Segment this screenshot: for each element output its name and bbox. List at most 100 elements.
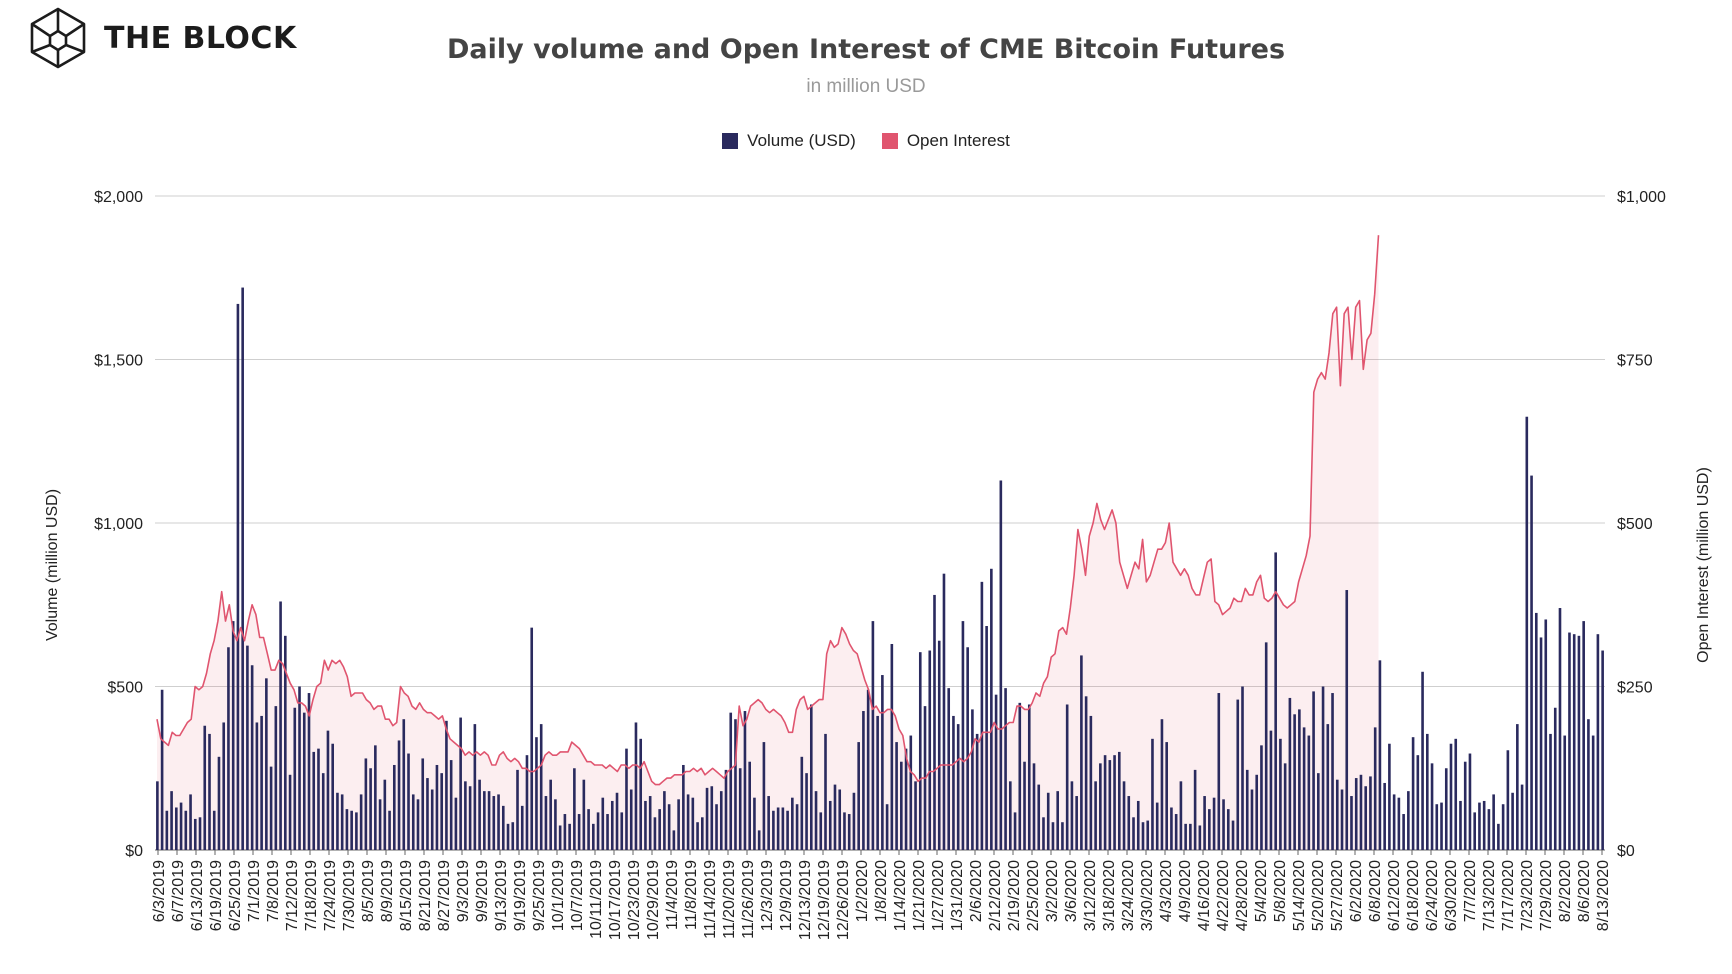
volume-bar [1260, 745, 1263, 850]
x-tick-label: 8/21/2019 [417, 860, 434, 931]
volume-bar [980, 581, 984, 850]
volume-bar [838, 789, 842, 850]
volume-bar [1056, 791, 1059, 850]
x-tick-label: 4/16/2020 [1196, 860, 1213, 931]
x-tick-label: 2/6/2020 [968, 860, 985, 922]
volume-bar [1572, 634, 1576, 850]
volume-bar [971, 709, 974, 850]
volume-bar [639, 738, 643, 850]
volume-bar [682, 764, 685, 850]
volume-bar [1497, 823, 1500, 850]
volume-bar [1146, 820, 1150, 850]
volume-bar [426, 778, 429, 850]
x-tick-label: 6/3/2019 [151, 860, 168, 922]
x-tick-label: 7/30/2019 [341, 860, 358, 931]
y-tick-left: $500 [107, 680, 143, 697]
volume-bar [1326, 724, 1330, 850]
volume-bar [1534, 612, 1538, 850]
volume-bar [895, 742, 898, 850]
volume-bar [881, 675, 884, 850]
x-tick-label: 6/25/2019 [227, 860, 244, 931]
volume-bar [1577, 635, 1581, 850]
volume-bar [227, 647, 230, 850]
volume-bar [1335, 779, 1339, 850]
volume-bar [762, 742, 766, 850]
volume-bar [1411, 737, 1415, 850]
volume-bar [1250, 789, 1254, 850]
volume-bar [1274, 552, 1277, 850]
volume-bar [866, 689, 870, 850]
volume-bar [1136, 800, 1140, 850]
open-interest-fill [157, 235, 1379, 850]
volume-bar [795, 804, 799, 850]
volume-bar [411, 794, 415, 850]
volume-bar [1373, 727, 1377, 851]
volume-bar [985, 626, 988, 850]
volume-bar [1226, 809, 1230, 851]
volume-bar [1321, 686, 1325, 850]
volume-bar [487, 791, 491, 850]
volume-bar [937, 640, 941, 850]
volume-bar [601, 797, 605, 850]
x-tick-label: 8/27/2019 [436, 860, 453, 931]
volume-bar [1487, 809, 1491, 851]
x-tick-label: 10/17/2019 [607, 860, 624, 940]
volume-bar [573, 768, 576, 850]
volume-bar [824, 733, 827, 850]
volume-bar [1231, 820, 1235, 850]
volume-bar [1288, 697, 1292, 850]
x-tick-label: 7/18/2019 [303, 860, 320, 931]
volume-bar [397, 740, 401, 850]
legend-item-open-interest[interactable]: Open Interest [881, 131, 1010, 151]
volume-bar [1113, 755, 1116, 850]
volume-bar [1155, 802, 1159, 850]
volume-bar [501, 805, 505, 850]
x-tick-label: 5/27/2020 [1329, 860, 1346, 931]
x-tick-label: 4/3/2020 [1158, 860, 1175, 922]
x-tick-label: 11/20/2019 [721, 860, 738, 939]
volume-bar [1117, 751, 1121, 850]
volume-bar [615, 792, 619, 850]
volume-bar [175, 807, 178, 850]
volume-bar [667, 804, 671, 850]
volume-bar [179, 802, 183, 850]
volume-bar [326, 730, 330, 850]
x-tick-label: 2/12/2020 [987, 860, 1004, 931]
x-tick-label: 3/12/2020 [1082, 860, 1099, 931]
volume-bar [757, 830, 761, 850]
volume-bar [734, 719, 737, 850]
volume-bar [1122, 781, 1126, 850]
legend-item-volume[interactable]: Volume (USD) [722, 131, 856, 151]
volume-bar [1042, 817, 1045, 850]
volume-bar [1563, 735, 1567, 850]
y-tick-left: $0 [125, 843, 143, 860]
volume-bar [1103, 755, 1107, 850]
x-tick-label: 5/8/2020 [1272, 860, 1289, 922]
x-tick-label: 6/19/2019 [208, 860, 225, 931]
open-interest-line [156, 235, 1380, 786]
x-tick-label: 12/9/2019 [778, 860, 795, 931]
volume-bar [160, 689, 164, 850]
x-tick-label: 7/13/2020 [1481, 860, 1498, 931]
x-tick-label: 11/14/2019 [702, 860, 719, 939]
x-tick-label: 8/13/2020 [1595, 860, 1612, 931]
volume-bar [1449, 743, 1453, 850]
volume-bar [359, 794, 363, 850]
volume-bar [1416, 755, 1420, 850]
legend-label-open-interest: Open Interest [906, 131, 1010, 150]
x-tick-label: 10/29/2019 [645, 860, 662, 940]
volume-bar [454, 797, 458, 850]
x-tick-label: 3/24/2020 [1120, 860, 1137, 931]
volume-bar [648, 796, 652, 850]
x-tick-label: 3/18/2020 [1101, 860, 1118, 931]
volume-bar [1587, 719, 1590, 850]
volume-bar [241, 287, 244, 850]
volume-bar [956, 724, 960, 850]
x-tick-label: 6/13/2019 [189, 860, 206, 931]
volume-bar [658, 809, 661, 851]
volume-bar [753, 797, 756, 850]
x-tick-label: 6/30/2020 [1443, 860, 1460, 931]
volume-bar [952, 715, 955, 850]
volume-bar [317, 748, 320, 850]
volume-bar [862, 711, 865, 850]
